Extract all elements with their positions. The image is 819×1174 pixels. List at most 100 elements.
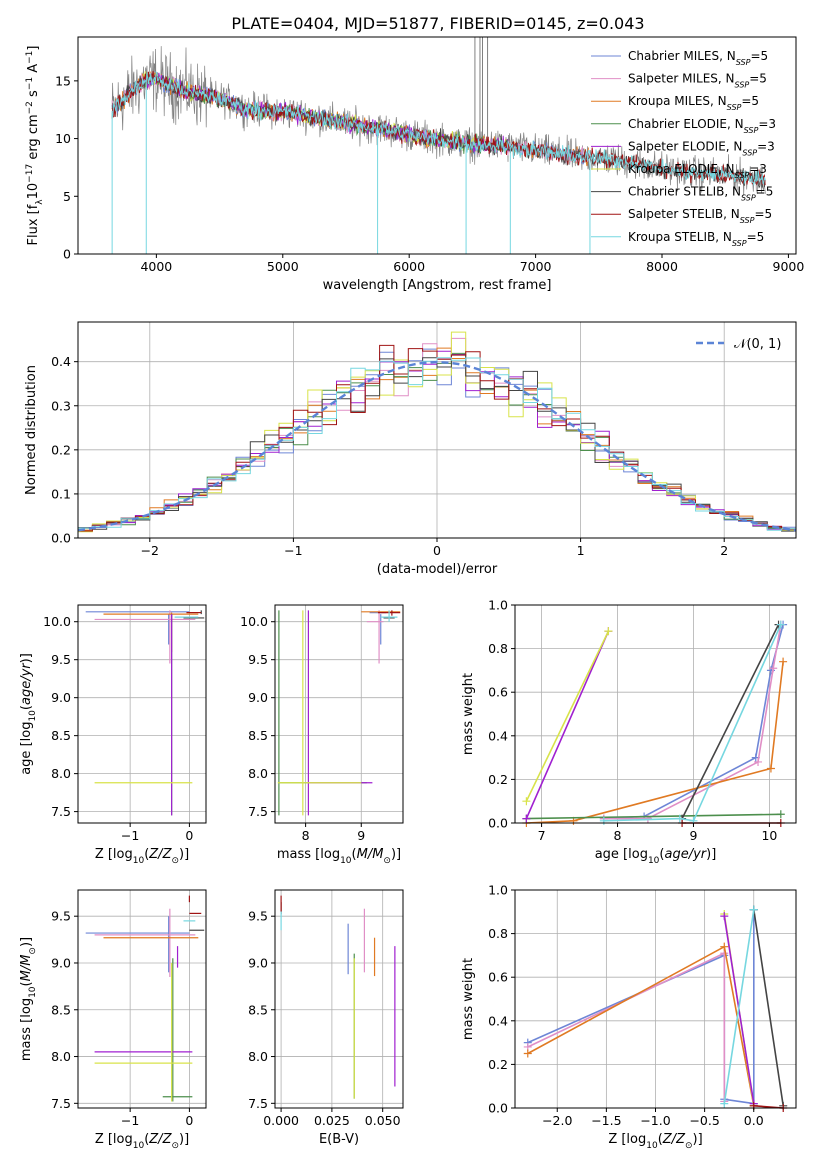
y-tick-label: 9.5	[248, 909, 268, 924]
x-axis-label: (data-model)/error	[377, 562, 498, 577]
y-tick-label: 0.1	[51, 486, 71, 501]
panel-residuals: −2 −1 0 1 2 0.0 0.1 0.2 0.3 0.4 𝒩(0, 1) (data-model…	[24, 321, 797, 577]
y-tick-label: 8.0	[248, 766, 268, 781]
legend-label: Salpeter MILES, NSSP=5	[628, 72, 767, 90]
legend-label: Salpeter ELODIE, NSSP=3	[628, 139, 775, 157]
x-tick-label: 0.025	[314, 1113, 350, 1128]
x-tick-label: 6000	[393, 259, 425, 274]
x-tick-label: 0	[185, 828, 193, 843]
panel-age-vs-Z: −1 0 7.5 8.0 8.5 9.0 9.5 10.0 Z [log10(Z/Z⊙)] age…	[19, 604, 207, 866]
y-tick-label: 1.0	[488, 883, 508, 898]
x-tick-label: 9	[689, 828, 697, 843]
x-axis-label: Z [log10(Z/Z⊙)]	[95, 847, 189, 866]
x-tick-label: 4000	[140, 259, 172, 274]
y-tick-label: 0.0	[488, 816, 508, 831]
y-axis-label: Flux [fλ10−17 erg cm−2 s−1 A−1]	[25, 46, 45, 246]
axes-frame	[274, 889, 404, 1109]
x-tick-label: 8000	[646, 259, 678, 274]
normal-curve	[78, 360, 796, 532]
x-tick-label: 9000	[773, 259, 805, 274]
legend-label: Salpeter STELIB, NSSP=5	[628, 207, 772, 225]
legend: Chabrier MILES, NSSP=5 Salpeter MILES, NS…	[591, 49, 776, 247]
x-tick-label: 10	[761, 828, 777, 843]
y-tick-label: 0	[63, 247, 71, 262]
y-tick-label: 8.0	[51, 1049, 71, 1064]
y-tick-label: 0.4	[488, 1013, 508, 1028]
weight-line	[603, 624, 782, 822]
weight-line	[527, 909, 755, 1105]
weight-marker	[675, 814, 684, 823]
weight-line	[525, 630, 610, 802]
legend-label: Kroupa STELIB, NSSP=5	[628, 230, 764, 248]
x-axis-label: E(B-V)	[319, 1132, 359, 1147]
x-tick-label: 8	[302, 828, 310, 843]
panel-massweight-vs-age: 7 8 9 10 0.0 0.2 0.4 0.6 0.8 1.0 age [log10(age/yr…	[461, 598, 797, 866]
y-tick-label: 9.0	[248, 955, 268, 970]
y-axis-label: mass [log10(M/M⊙)]	[19, 937, 38, 1061]
panel-spectrum: 4000 5000 6000 7000 8000 9000 0 5 10 15 Chabrier M…	[25, 36, 805, 293]
x-tick-label: −2	[141, 543, 159, 558]
x-tick-label: −1.5	[591, 1113, 621, 1128]
weight-marker	[779, 657, 788, 666]
y-tick-label: 8.0	[51, 766, 71, 781]
legend-label: Chabrier MILES, NSSP=5	[628, 49, 768, 67]
y-tick-label: 8.5	[248, 1002, 268, 1017]
x-tick-label: 0	[433, 543, 441, 558]
axes-frame	[514, 604, 797, 824]
weight-line	[527, 945, 755, 1106]
y-tick-label: 0.2	[488, 772, 508, 787]
y-tick-label: 7.5	[51, 1096, 71, 1111]
y-tick-label: 9.0	[51, 690, 71, 705]
y-tick-label: 9.0	[248, 690, 268, 705]
weight-marker	[766, 764, 775, 773]
weight-marker	[769, 664, 778, 673]
x-axis-label: age [log10(age/yr)]	[595, 847, 717, 866]
axes-frame	[274, 604, 404, 824]
y-tick-label: 8.5	[248, 728, 268, 743]
weight-line	[526, 661, 784, 824]
residual-histogram	[78, 357, 796, 531]
x-tick-label: −2.0	[542, 1113, 572, 1128]
x-tick-label: 8	[614, 828, 622, 843]
x-tick-label: 7	[538, 828, 546, 843]
residual-histogram	[78, 344, 796, 532]
y-axis-label: mass weight	[461, 958, 476, 1040]
x-tick-label: 9	[357, 828, 365, 843]
axes-frame	[77, 36, 797, 255]
weight-marker	[749, 905, 758, 914]
plot-area-residuals	[78, 331, 796, 533]
x-tick-label: 0	[185, 1113, 193, 1128]
y-tick-label: 15	[55, 73, 71, 88]
weight-line	[525, 630, 610, 819]
axes-frame	[77, 604, 207, 824]
weight-marker	[604, 627, 613, 636]
weight-marker	[522, 814, 531, 823]
weight-marker	[522, 797, 531, 806]
y-tick-label: 9.5	[51, 652, 71, 667]
weight-marker	[776, 810, 785, 819]
weight-line	[723, 909, 755, 1104]
plot-area-mass-vs-Z	[85, 895, 205, 1102]
y-axis-label: Normed distribution	[24, 365, 39, 495]
x-axis-label: Z [log10(Z/Z⊙)]	[95, 1132, 189, 1151]
plot-area-massweight-vs-Z	[523, 905, 788, 1112]
weight-line	[753, 909, 784, 1106]
y-axis-label: mass weight	[461, 673, 476, 755]
y-tick-label: 5	[63, 189, 71, 204]
x-tick-label: 1	[577, 543, 585, 558]
y-tick-label: 10.0	[240, 614, 268, 629]
legend-label: Chabrier STELIB, NSSP=5	[628, 185, 773, 203]
x-tick-label: 7000	[520, 259, 552, 274]
x-tick-label: 0.000	[263, 1113, 299, 1128]
panel-massweight-vs-Z: −2.0 −1.5 −1.0 −0.5 0.0 0.0 0.2 0.4 0.6 0.8 1.0 Z […	[461, 883, 797, 1151]
weight-marker	[754, 757, 763, 766]
x-tick-label: 0.050	[365, 1113, 401, 1128]
panel-mass-vs-Z: −1 0 7.5 8.0 8.5 9.0 9.5 Z [log10(Z/Z⊙)] mass [l…	[19, 889, 207, 1151]
x-tick-label: 0.0	[744, 1113, 764, 1128]
plot-area-age-vs-Z	[85, 610, 205, 816]
y-tick-label: 7.5	[248, 1096, 268, 1111]
y-axis-label: age [log10(age/yr)]	[19, 653, 38, 775]
y-tick-label: 0.2	[51, 442, 71, 457]
residual-histogram	[78, 331, 796, 533]
